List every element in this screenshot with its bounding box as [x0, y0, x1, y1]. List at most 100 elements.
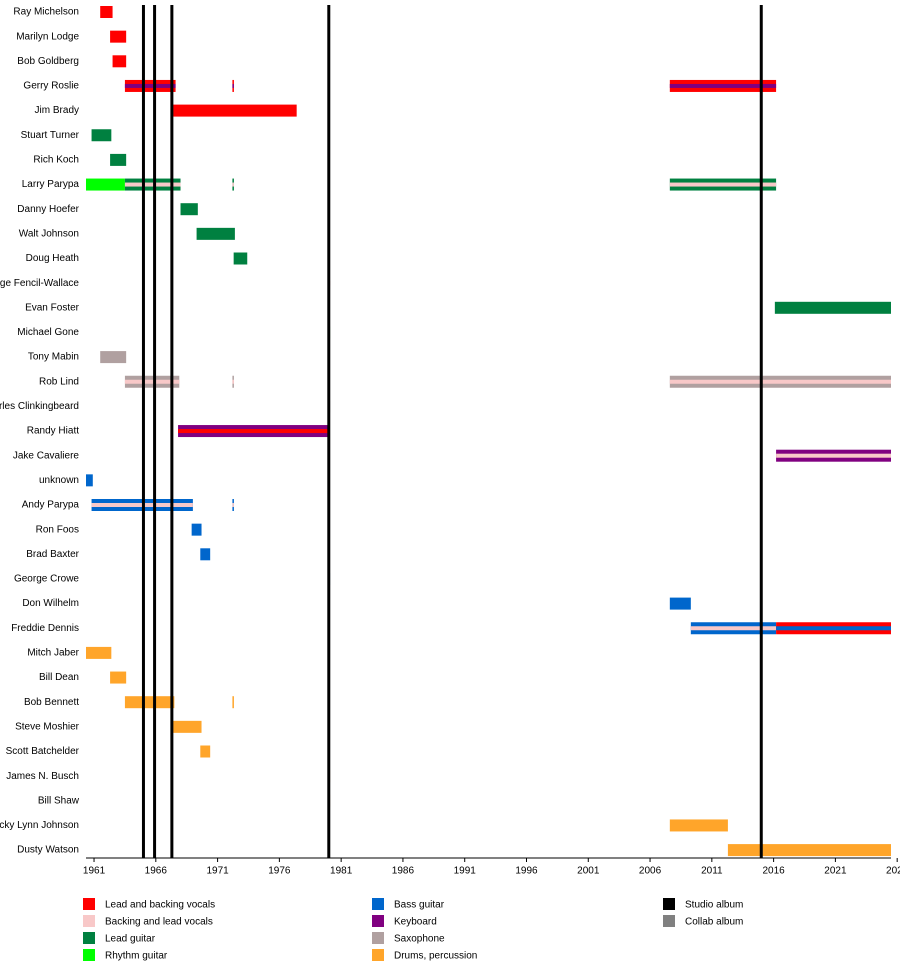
- member-name: Walt Johnson: [19, 228, 79, 239]
- member-name: Stuart Turner: [21, 130, 80, 141]
- tenure-stripe: [232, 503, 234, 507]
- tenure-bar: [669, 819, 728, 832]
- member-name: George Crowe: [14, 574, 79, 585]
- tenure-bar: [200, 745, 211, 758]
- tenure-bar: [173, 720, 202, 733]
- tenure-bar: [86, 474, 93, 487]
- member-name: Steve Moshier: [15, 721, 80, 732]
- x-tick-label: 1966: [145, 866, 168, 877]
- legend-label: Saxophone: [394, 934, 445, 945]
- member-name: Bob Bennett: [24, 697, 79, 708]
- tenure-bar: [233, 252, 248, 265]
- legend-swatch: [372, 898, 384, 910]
- member-name: Gerry Roslie: [23, 81, 79, 92]
- legend-swatch: [83, 949, 95, 961]
- tenure-bar: [124, 696, 175, 709]
- tenure-stripe: [124, 83, 176, 88]
- member-name: Charles Clinkingbeard: [0, 401, 79, 412]
- member-name: Scott Batchelder: [6, 746, 80, 757]
- tenure-stripe: [124, 182, 181, 187]
- legend-label: Drums, percussion: [394, 951, 477, 962]
- x-tick-label: 1961: [83, 866, 106, 877]
- member-name: Michael Gone: [17, 327, 79, 338]
- tenure-stripe: [232, 83, 234, 88]
- tenure-bar: [191, 523, 202, 536]
- tenure-bar: [173, 104, 297, 117]
- x-tick-label: 1971: [206, 866, 229, 877]
- tenure-bar: [669, 597, 691, 610]
- x-tick-label: 2011: [701, 866, 723, 877]
- tenure-bar: [91, 129, 112, 142]
- legend-label: Rhythm guitar: [105, 951, 168, 962]
- legend-label: Backing and lead vocals: [105, 917, 213, 928]
- x-tick-label: 2001: [577, 866, 600, 877]
- x-tick-label: 2026: [886, 866, 900, 877]
- legend-swatch: [83, 898, 95, 910]
- member-name: Ricky Lynn Johnson: [0, 820, 79, 831]
- member-name: Marilyn Lodge: [16, 31, 79, 42]
- x-tick-label: 2016: [762, 866, 785, 877]
- member-name: Bob Goldberg: [17, 56, 79, 67]
- tenure-bar: [232, 696, 234, 709]
- member-name: Rich Koch: [33, 155, 79, 166]
- x-tick-label: 1981: [330, 866, 353, 877]
- member-name: Mitch Jaber: [27, 648, 79, 659]
- tenure-stripe: [690, 626, 777, 631]
- member-name: George Fencil-Wallace: [0, 278, 79, 289]
- tenure-bar: [180, 203, 198, 216]
- member-name: Andy Parypa: [22, 500, 80, 511]
- tenure-bar: [200, 548, 211, 561]
- member-name: Evan Foster: [25, 302, 80, 313]
- x-tick-label: 1991: [454, 866, 477, 877]
- member-name: Rob Lind: [39, 376, 79, 387]
- tenure-stripe: [669, 379, 891, 384]
- member-name: Ray Michelson: [13, 7, 79, 18]
- member-name: Bill Dean: [39, 672, 79, 683]
- member-name: James N. Busch: [6, 771, 79, 782]
- legend-swatch: [83, 932, 95, 944]
- member-name: Dusty Watson: [17, 845, 79, 856]
- tenure-bar: [100, 351, 127, 364]
- legend-label: Studio album: [685, 900, 743, 911]
- member-name: Larry Parypa: [22, 179, 80, 190]
- x-tick-label: 1996: [515, 866, 538, 877]
- tenure-stripe: [232, 379, 234, 384]
- tenure-bar: [110, 30, 127, 43]
- tenure-bar: [727, 844, 891, 857]
- legend-swatch: [372, 949, 384, 961]
- legend-label: Collab album: [685, 917, 743, 928]
- member-name: Freddie Dennis: [11, 623, 79, 634]
- legend-label: Bass guitar: [394, 900, 445, 911]
- legend-swatch: [663, 898, 675, 910]
- tenure-bar: [196, 227, 235, 240]
- x-tick-label: 1976: [268, 866, 291, 877]
- legend-label: Lead and backing vocals: [105, 900, 215, 911]
- legend-label: Lead guitar: [105, 934, 156, 945]
- member-name: Jim Brady: [35, 105, 79, 116]
- member-name: Brad Baxter: [26, 549, 79, 560]
- legend-label: Keyboard: [394, 917, 437, 928]
- x-tick-label: 2021: [824, 866, 847, 877]
- member-name: Randy Hiatt: [27, 426, 79, 437]
- tenure-stripe: [776, 453, 891, 458]
- member-name: Don Wilhelm: [22, 598, 79, 609]
- tenure-stripe: [669, 182, 777, 187]
- tenure-stripe: [178, 429, 329, 434]
- legend-swatch: [663, 915, 675, 927]
- tenure-bar: [86, 646, 112, 659]
- tenure-stripe: [776, 626, 891, 631]
- member-name: Ron Foos: [36, 524, 79, 535]
- tenure-bar: [110, 153, 127, 166]
- legend-swatch: [83, 915, 95, 927]
- x-tick-label: 2006: [639, 866, 662, 877]
- tenure-bar: [110, 671, 127, 684]
- member-name: Tony Mabin: [28, 352, 79, 363]
- tenure-stripe: [669, 83, 777, 88]
- legend-swatch: [372, 932, 384, 944]
- x-tick-label: 1986: [392, 866, 415, 877]
- tenure-bar: [112, 55, 127, 68]
- tenure-bar: [100, 6, 113, 18]
- tenure-bar: [86, 178, 125, 191]
- tenure-stripe: [232, 182, 234, 187]
